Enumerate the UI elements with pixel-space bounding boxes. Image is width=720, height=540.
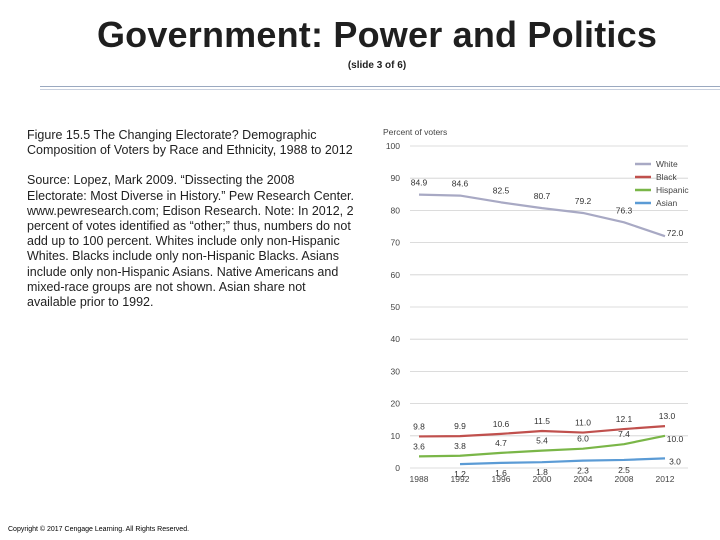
figure-caption: Figure 15.5 The Changing Electorate? Dem… — [27, 128, 357, 325]
x-tick-label: 1988 — [410, 474, 429, 484]
y-tick-label: 0 — [395, 463, 400, 473]
x-tick-label: 1992 — [451, 474, 470, 484]
data-label-black: 9.9 — [454, 421, 466, 431]
data-label-hispanic: 3.6 — [413, 441, 425, 451]
x-tick-label: 2004 — [574, 474, 593, 484]
data-label-hispanic: 10.0 — [667, 434, 684, 444]
y-tick-label: 40 — [391, 334, 401, 344]
data-label-asian: 1.6 — [495, 468, 507, 478]
data-label-white: 82.5 — [493, 185, 510, 195]
legend-label-black: Black — [656, 172, 678, 182]
data-label-hispanic: 7.4 — [618, 429, 630, 439]
x-tick-labels: 1988 1992 1996 2000 2004 2008 2012 — [410, 474, 675, 484]
series-lines — [418, 193, 666, 466]
x-tick-label: 1996 — [492, 474, 511, 484]
y-tick-label: 90 — [391, 173, 401, 183]
slide-subtitle: (slide 3 of 6) — [347, 60, 407, 71]
legend-label-white: White — [656, 159, 678, 169]
x-tick-label: 2012 — [656, 474, 675, 484]
data-label-white: 84.9 — [411, 178, 428, 188]
caption-title: Figure 15.5 The Changing Electorate? Dem… — [27, 128, 353, 158]
data-label-white: 79.2 — [575, 196, 592, 206]
series-line-black — [418, 425, 666, 438]
legend: White Black Hispanic Asian — [635, 159, 689, 208]
data-label-hispanic: 6.0 — [577, 434, 589, 444]
legend-label-hispanic: Hispanic — [656, 185, 689, 195]
data-label-white: 84.6 — [452, 179, 469, 189]
legend-label-asian: Asian — [656, 198, 678, 208]
data-label-asian: 2.5 — [618, 465, 630, 475]
caption-source: Source: Lopez, Mark 2009. “Dissecting th… — [27, 173, 354, 310]
x-tick-label: 2000 — [533, 474, 552, 484]
data-label-white: 80.7 — [534, 191, 551, 201]
series-line-hispanic — [418, 434, 666, 458]
data-label-black: 9.8 — [413, 421, 425, 431]
data-label-black: 13.0 — [659, 411, 676, 421]
data-label-asian: 2.3 — [577, 466, 589, 476]
data-label-black: 11.0 — [575, 418, 591, 428]
data-label-white: 76.3 — [616, 205, 633, 215]
data-label-black: 11.5 — [534, 416, 550, 426]
slide-title: Government: Power and Politics — [96, 14, 658, 55]
y-tick-labels: 0 10 20 30 40 50 60 70 80 90 100 — [386, 141, 400, 473]
y-tick-label: 80 — [391, 205, 401, 215]
data-label-hispanic: 3.8 — [454, 441, 466, 451]
y-tick-label: 70 — [391, 238, 401, 248]
data-label-hispanic: 4.7 — [495, 438, 507, 448]
data-label-asian: 1.2 — [454, 469, 466, 479]
data-label-asian: 1.8 — [536, 467, 548, 477]
y-tick-label: 60 — [391, 270, 401, 280]
data-label-hispanic: 5.4 — [536, 436, 548, 446]
data-labels: 84.9 84.6 82.5 80.7 79.2 76.3 72.0 9.8 9.9 10.6 11… — [411, 178, 684, 480]
data-label-white: 72.0 — [667, 228, 684, 238]
series-line-white — [418, 193, 666, 238]
data-label-black: 10.6 — [493, 419, 510, 429]
y-axis-label: Percent of voters — [383, 127, 447, 137]
y-tick-label: 30 — [391, 366, 401, 376]
y-tick-label: 50 — [391, 302, 401, 312]
title-divider-secondary — [40, 89, 720, 90]
copyright-notice: Copyright © 2017 Cengage Learning. All R… — [8, 526, 190, 533]
title-divider — [40, 86, 720, 87]
y-tick-label: 100 — [386, 141, 400, 151]
data-label-black: 12.1 — [616, 414, 633, 424]
series-line-asian — [459, 457, 666, 466]
voter-composition-chart: Percent of voters 0 10 20 30 40 50 60 70 80 90 100… — [383, 127, 689, 484]
y-tick-label: 20 — [391, 399, 401, 409]
data-label-asian: 3.0 — [669, 456, 681, 466]
y-tick-label: 10 — [391, 431, 401, 441]
x-tick-label: 2008 — [615, 474, 634, 484]
